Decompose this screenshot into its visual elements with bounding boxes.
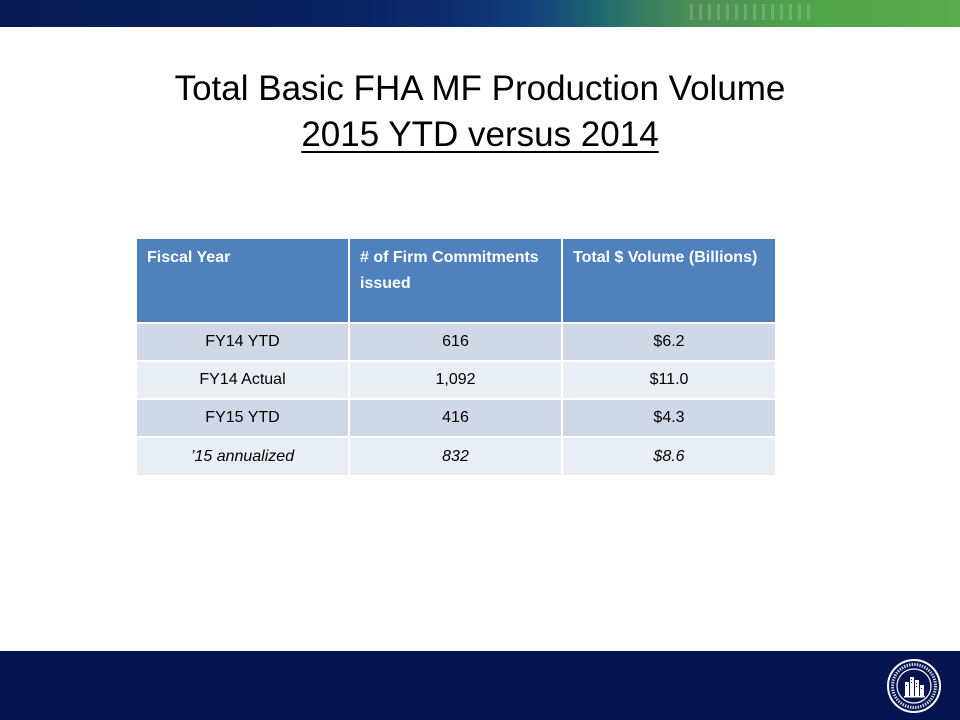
hud-seal-icon bbox=[887, 659, 941, 713]
volume-table-container: Fiscal Year # of Firm Commitments issued… bbox=[137, 239, 775, 475]
cell-fiscal-year: ’15 annualized bbox=[137, 436, 350, 475]
table-row: FY14 YTD 616 $6.2 bbox=[137, 322, 775, 361]
table-row: ’15 annualized 832 $8.6 bbox=[137, 436, 775, 475]
header-firm-commitments: # of Firm Commitments issued bbox=[349, 239, 563, 323]
table-row: FY14 Actual 1,092 $11.0 bbox=[137, 360, 775, 399]
cell-fiscal-year: FY14 YTD bbox=[137, 322, 350, 361]
volume-table: Fiscal Year # of Firm Commitments issued… bbox=[137, 239, 775, 475]
cell-commitments: 832 bbox=[349, 436, 563, 475]
title-line-2: 2015 YTD versus 2014 bbox=[301, 115, 659, 154]
cell-commitments: 416 bbox=[349, 398, 563, 437]
cell-commitments: 1,092 bbox=[349, 360, 563, 399]
banner-decoration bbox=[690, 4, 810, 20]
cell-fiscal-year: FY15 YTD bbox=[137, 398, 350, 437]
slide-title: Total Basic FHA MF Production Volume 201… bbox=[0, 66, 960, 158]
bottom-bar bbox=[0, 651, 960, 720]
header-fiscal-year: Fiscal Year bbox=[137, 239, 350, 323]
top-banner bbox=[0, 0, 960, 27]
cell-volume: $4.3 bbox=[562, 398, 775, 437]
cell-commitments: 616 bbox=[349, 322, 563, 361]
cell-volume: $6.2 bbox=[562, 322, 775, 361]
banner-shade bbox=[600, 0, 800, 27]
title-line-1: Total Basic FHA MF Production Volume bbox=[174, 69, 786, 108]
cell-fiscal-year: FY14 Actual bbox=[137, 360, 350, 399]
header-total-volume: Total $ Volume (Billions) bbox=[562, 239, 775, 323]
cell-volume: $8.6 bbox=[562, 436, 775, 475]
table-header-row: Fiscal Year # of Firm Commitments issued… bbox=[137, 239, 775, 323]
table-row: FY15 YTD 416 $4.3 bbox=[137, 398, 775, 437]
cell-volume: $11.0 bbox=[562, 360, 775, 399]
